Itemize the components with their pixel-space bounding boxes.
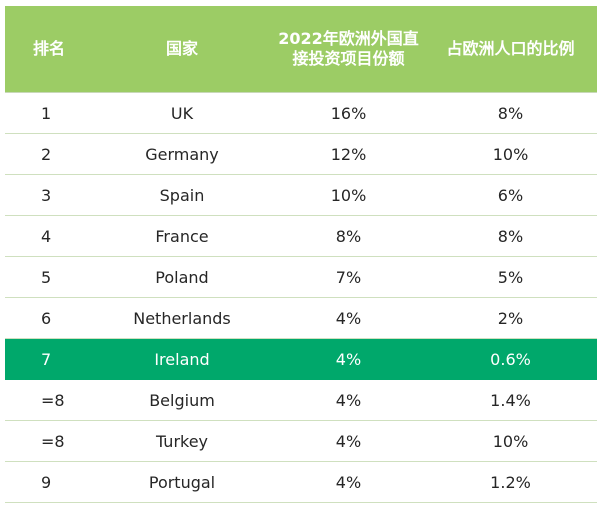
table-row: 5 Poland 7% 5% — [5, 256, 597, 298]
fdi-share-cell: 4% — [273, 297, 424, 339]
header-row: 排名 国家 2022年欧洲外国直接投资项目份额 占欧洲人口的比例 — [5, 6, 597, 93]
rank-cell: 9 — [5, 461, 91, 503]
rank-cell: 3 — [5, 174, 91, 216]
table-header: 排名 国家 2022年欧洲外国直接投资项目份额 占欧洲人口的比例 — [5, 6, 597, 93]
rank-cell: 7 — [5, 338, 91, 380]
column-header-fdi-share: 2022年欧洲外国直接投资项目份额 — [273, 6, 424, 93]
fdi-share-cell: 10% — [273, 174, 424, 216]
table-row: 9 Portugal 4% 1.2% — [5, 461, 597, 503]
country-cell: Portugal — [91, 461, 273, 503]
fdi-table-container: 排名 国家 2022年欧洲外国直接投资项目份额 占欧洲人口的比例 1 UK 16% 8… — [5, 6, 597, 503]
table-row: 2 Germany 12% 10% — [5, 133, 597, 175]
fdi-share-cell: 4% — [273, 420, 424, 462]
population-share-cell: 0.6% — [424, 338, 597, 380]
rank-cell: 2 — [5, 133, 91, 175]
country-cell: UK — [91, 92, 273, 134]
rank-cell: 1 — [5, 92, 91, 134]
population-share-cell: 2% — [424, 297, 597, 339]
column-header-country: 国家 — [91, 6, 273, 93]
country-cell: Poland — [91, 256, 273, 298]
population-share-cell: 8% — [424, 215, 597, 257]
table-row: 3 Spain 10% 6% — [5, 174, 597, 216]
population-share-cell: 6% — [424, 174, 597, 216]
country-cell: Turkey — [91, 420, 273, 462]
table-row: 1 UK 16% 8% — [5, 92, 597, 134]
table-row: =8 Turkey 4% 10% — [5, 420, 597, 462]
fdi-share-cell: 16% — [273, 92, 424, 134]
table-row: 4 France 8% 8% — [5, 215, 597, 257]
population-share-cell: 8% — [424, 92, 597, 134]
country-cell: France — [91, 215, 273, 257]
table-row-highlighted: 7 Ireland 4% 0.6% — [5, 338, 597, 380]
country-cell: Belgium — [91, 379, 273, 421]
table-row: 6 Netherlands 4% 2% — [5, 297, 597, 339]
column-header-rank: 排名 — [5, 6, 91, 93]
fdi-share-cell: 12% — [273, 133, 424, 175]
country-cell: Germany — [91, 133, 273, 175]
rank-cell: 6 — [5, 297, 91, 339]
table-body: 1 UK 16% 8% 2 Germany 12% 10% 3 Spain 10% 6% 4 France… — [5, 92, 597, 503]
column-header-population-share: 占欧洲人口的比例 — [424, 6, 597, 93]
fdi-share-cell: 4% — [273, 338, 424, 380]
fdi-table: 排名 国家 2022年欧洲外国直接投资项目份额 占欧洲人口的比例 1 UK 16% 8… — [5, 6, 597, 503]
population-share-cell: 1.2% — [424, 461, 597, 503]
population-share-cell: 10% — [424, 420, 597, 462]
rank-cell: =8 — [5, 379, 91, 421]
table-row: =8 Belgium 4% 1.4% — [5, 379, 597, 421]
rank-cell: 5 — [5, 256, 91, 298]
country-cell: Spain — [91, 174, 273, 216]
country-cell: Netherlands — [91, 297, 273, 339]
rank-cell: 4 — [5, 215, 91, 257]
fdi-share-cell: 4% — [273, 461, 424, 503]
country-cell: Ireland — [91, 338, 273, 380]
population-share-cell: 10% — [424, 133, 597, 175]
rank-cell: =8 — [5, 420, 91, 462]
population-share-cell: 1.4% — [424, 379, 597, 421]
fdi-share-cell: 8% — [273, 215, 424, 257]
population-share-cell: 5% — [424, 256, 597, 298]
fdi-share-cell: 7% — [273, 256, 424, 298]
fdi-share-cell: 4% — [273, 379, 424, 421]
